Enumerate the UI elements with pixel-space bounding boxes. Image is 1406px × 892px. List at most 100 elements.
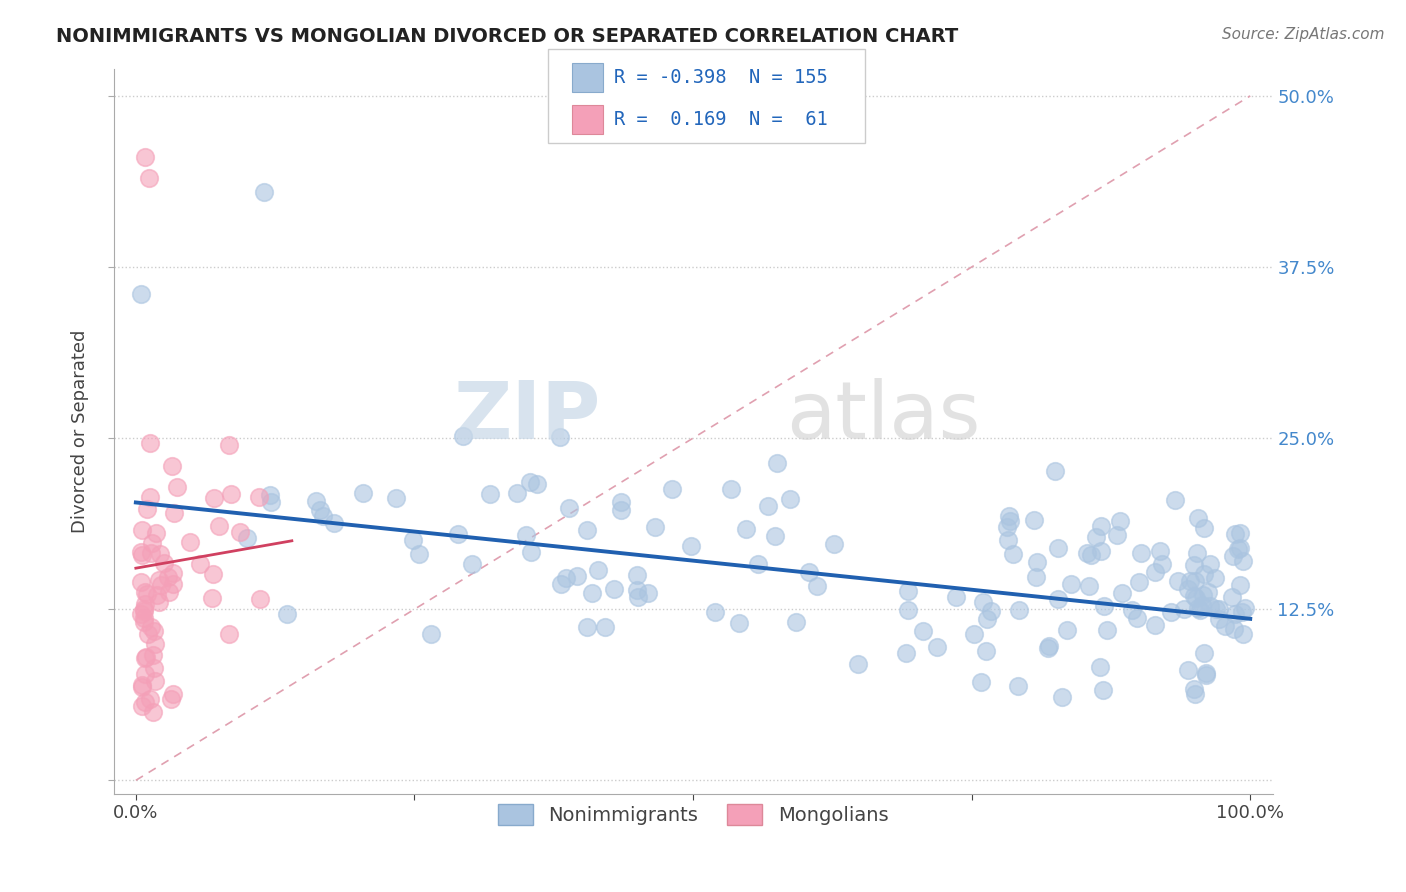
Point — [720, 482, 742, 496]
Text: NONIMMIGRANTS VS MONGOLIAN DIVORCED OR SEPARATED CORRELATION CHART: NONIMMIGRANTS VS MONGOLIAN DIVORCED OR S… — [56, 27, 959, 45]
Point — [1232, 627, 1254, 641]
Text: R =  0.169  N =  61: R = 0.169 N = 61 — [614, 110, 828, 129]
Point — [134, 585, 156, 599]
Point — [143, 674, 166, 689]
Point — [1109, 514, 1132, 528]
Point — [162, 687, 184, 701]
Point — [1223, 607, 1246, 621]
Point — [131, 678, 153, 692]
Point — [131, 548, 153, 562]
Point — [558, 500, 581, 515]
Point — [253, 185, 276, 199]
Point — [1222, 549, 1244, 564]
Point — [447, 526, 470, 541]
Point — [131, 698, 153, 713]
Point — [1167, 574, 1189, 588]
Point — [593, 620, 616, 634]
Point — [146, 589, 169, 603]
Text: atlas: atlas — [786, 378, 980, 456]
Point — [1022, 513, 1045, 527]
Point — [141, 535, 163, 549]
Point — [134, 695, 156, 709]
Point — [1144, 565, 1167, 579]
Point — [550, 576, 572, 591]
Point — [1185, 591, 1208, 606]
Point — [1185, 546, 1208, 560]
Point — [132, 604, 155, 618]
Point — [408, 547, 430, 561]
Point — [148, 595, 170, 609]
Point — [945, 590, 967, 604]
Point — [139, 436, 162, 450]
Point — [131, 544, 153, 558]
Point — [385, 491, 408, 505]
Point — [148, 573, 170, 587]
Point — [1191, 598, 1213, 612]
Point — [626, 583, 648, 598]
Point — [519, 475, 541, 490]
Point — [1232, 554, 1254, 568]
Point — [149, 578, 172, 592]
Point — [162, 566, 184, 581]
Point — [1182, 682, 1205, 697]
Point — [131, 287, 153, 301]
Point — [1129, 546, 1152, 560]
Point — [1173, 601, 1195, 615]
Point — [661, 483, 683, 497]
Point — [132, 615, 155, 629]
Point — [259, 488, 281, 502]
Point — [166, 480, 188, 494]
Point — [1045, 465, 1067, 479]
Point — [152, 556, 174, 570]
Point — [1001, 548, 1024, 562]
Point — [1194, 668, 1216, 682]
Point — [1192, 567, 1215, 582]
Point — [1220, 591, 1243, 605]
Point — [1121, 603, 1143, 617]
Point — [1234, 600, 1257, 615]
Point — [1046, 591, 1069, 606]
Point — [1150, 557, 1173, 571]
Point — [236, 531, 259, 545]
Point — [567, 569, 589, 583]
Point — [627, 591, 650, 605]
Text: Source: ZipAtlas.com: Source: ZipAtlas.com — [1222, 27, 1385, 42]
Point — [1229, 541, 1251, 555]
Point — [1077, 579, 1099, 593]
Point — [515, 528, 537, 542]
Point — [1184, 574, 1206, 588]
Point — [1192, 588, 1215, 602]
Point — [132, 611, 155, 625]
Point — [136, 586, 159, 600]
Point — [1192, 520, 1215, 534]
Point — [1080, 548, 1102, 562]
Point — [162, 577, 184, 591]
Point — [846, 657, 869, 672]
Point — [576, 619, 599, 633]
Point — [925, 640, 948, 654]
Point — [1205, 601, 1227, 615]
Point — [145, 526, 167, 541]
Point — [581, 585, 603, 599]
Point — [156, 569, 179, 583]
Point — [135, 650, 157, 665]
Point — [136, 627, 159, 641]
Point — [453, 429, 475, 443]
Point — [1192, 646, 1215, 660]
Point — [1208, 601, 1230, 615]
Point — [1149, 544, 1171, 558]
Point — [1184, 687, 1206, 701]
Point — [134, 151, 156, 165]
Point — [131, 607, 153, 621]
Point — [897, 583, 920, 598]
Point — [139, 490, 162, 504]
Point — [970, 674, 993, 689]
Point — [139, 620, 162, 634]
Point — [141, 648, 163, 662]
Point — [163, 506, 186, 520]
Point — [1178, 574, 1201, 589]
Point — [479, 487, 502, 501]
Point — [219, 487, 242, 501]
Point — [1195, 666, 1218, 681]
Point — [157, 584, 180, 599]
